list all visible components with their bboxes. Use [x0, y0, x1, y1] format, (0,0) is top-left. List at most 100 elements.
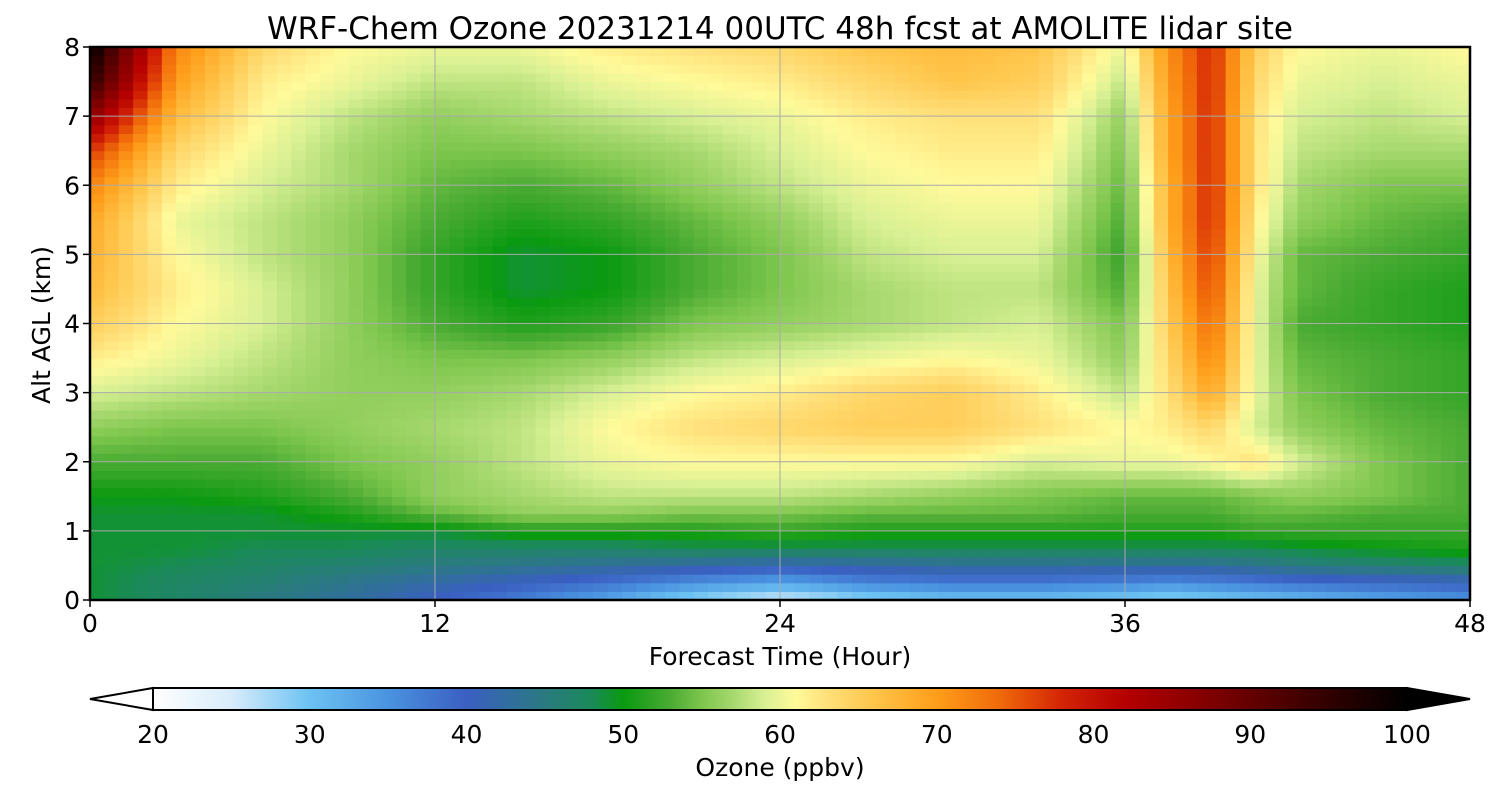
heatmap-cell	[1168, 453, 1184, 463]
heatmap-cell	[276, 263, 292, 273]
heatmap-cell	[1340, 470, 1356, 480]
heatmap-cell	[1297, 193, 1313, 204]
heatmap-cell	[190, 245, 206, 255]
heatmap-cell	[205, 288, 220, 299]
heatmap-cell	[1383, 263, 1399, 273]
heatmap-cell	[291, 176, 307, 186]
heatmap-cell	[1254, 418, 1270, 428]
heatmap-cell	[147, 237, 163, 247]
heatmap-cell	[118, 487, 134, 497]
heatmap-cell	[1311, 349, 1327, 359]
heatmap-cell	[751, 574, 767, 584]
heatmap-cell	[1081, 358, 1097, 368]
heatmap-cell	[1268, 349, 1284, 359]
heatmap-cell	[708, 349, 724, 359]
heatmap-cell	[1426, 487, 1442, 497]
heatmap-cell	[348, 185, 364, 195]
heatmap-cell	[550, 366, 565, 376]
heatmap-cell	[1225, 349, 1241, 359]
heatmap-cell	[118, 202, 134, 212]
heatmap-cell	[1398, 401, 1414, 411]
heatmap-cell	[578, 237, 594, 247]
heatmap-cell	[1355, 159, 1370, 169]
heatmap-cell	[492, 167, 508, 178]
heatmap-cell	[923, 530, 939, 541]
heatmap-cell	[478, 504, 494, 515]
heatmap-cell	[1096, 263, 1112, 273]
heatmap-cell	[305, 366, 321, 376]
heatmap-cell	[880, 237, 896, 247]
heatmap-cell	[521, 332, 537, 342]
heatmap-cell	[794, 401, 810, 411]
heatmap-cell	[262, 219, 278, 230]
heatmap-cell	[1225, 288, 1241, 299]
heatmap-cell	[1110, 435, 1126, 446]
heatmap-cell	[794, 470, 810, 480]
heatmap-cell	[391, 211, 407, 221]
heatmap-cell	[1196, 202, 1212, 212]
heatmap-cell	[1355, 366, 1370, 376]
heatmap-cell	[952, 159, 968, 169]
heatmap-cell	[1196, 504, 1212, 515]
heatmap-cell	[823, 349, 839, 359]
heatmap-cell	[550, 418, 565, 428]
heatmap-cell	[449, 539, 465, 549]
heatmap-cell	[406, 314, 422, 325]
heatmap-cell	[535, 453, 551, 463]
heatmap-cell	[233, 263, 249, 273]
heatmap-cell	[406, 427, 422, 437]
heatmap-cell	[435, 565, 450, 575]
heatmap-cell	[276, 556, 292, 567]
heatmap-cell	[736, 150, 752, 160]
heatmap-cell	[118, 383, 134, 394]
heatmap-cell	[880, 556, 896, 567]
heatmap-cell	[90, 211, 105, 221]
heatmap-cell	[1053, 271, 1069, 281]
heatmap-cell	[679, 409, 695, 420]
heatmap-cell	[593, 453, 609, 463]
heatmap-cell	[1053, 487, 1069, 497]
heatmap-cell	[463, 504, 479, 515]
heatmap-cell	[492, 228, 508, 238]
heatmap-cell	[176, 211, 192, 221]
heatmap-cell	[248, 582, 264, 592]
heatmap-cell	[1153, 349, 1169, 359]
heatmap-cell	[1383, 219, 1399, 230]
heatmap-cell	[909, 574, 925, 584]
heatmap-cell	[1398, 574, 1414, 584]
heatmap-cell	[90, 383, 105, 394]
heatmap-cell	[1182, 297, 1198, 307]
heatmap-cell	[276, 383, 292, 394]
heatmap-cell	[665, 375, 680, 385]
heatmap-cell	[1297, 202, 1313, 212]
heatmap-cell	[866, 461, 882, 471]
heatmap-cell	[1110, 167, 1126, 178]
heatmap-cell	[435, 383, 450, 394]
heatmap-cell	[104, 349, 120, 359]
heatmap-cell	[823, 479, 839, 489]
heatmap-cell	[1297, 539, 1313, 549]
heatmap-cell	[952, 375, 968, 385]
heatmap-cell	[1355, 513, 1370, 523]
heatmap-cell	[1182, 314, 1198, 325]
heatmap-cell	[1326, 314, 1342, 325]
heatmap-cell	[1225, 280, 1241, 290]
heatmap-cell	[1096, 176, 1112, 186]
heatmap-cell	[636, 496, 652, 506]
heatmap-cell	[377, 280, 393, 290]
heatmap-cell	[320, 349, 335, 359]
heatmap-cell	[578, 219, 594, 230]
heatmap-cell	[966, 556, 982, 567]
heatmap-cell	[1412, 176, 1428, 186]
heatmap-cell	[751, 185, 767, 195]
heatmap-cell	[1355, 340, 1370, 351]
heatmap-cell	[607, 375, 623, 385]
heatmap-cell	[1053, 193, 1069, 204]
heatmap-cell	[923, 288, 939, 299]
heatmap-cell	[291, 245, 307, 255]
heatmap-cell	[1426, 176, 1442, 186]
heatmap-cell	[506, 340, 522, 351]
heatmap-cell	[722, 366, 738, 376]
heatmap-cell	[205, 366, 220, 376]
heatmap-cell	[909, 176, 925, 186]
